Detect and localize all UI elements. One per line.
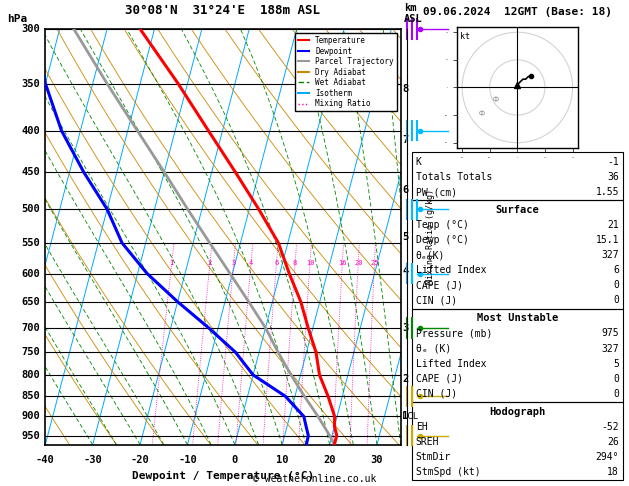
Text: 6: 6 [403,185,409,195]
Text: 0: 0 [613,295,619,305]
Text: 950: 950 [21,431,40,440]
Text: 3: 3 [403,323,409,333]
Text: 8: 8 [293,260,298,266]
Text: 750: 750 [21,347,40,357]
Text: 16: 16 [338,260,347,266]
Text: -10: -10 [178,455,197,465]
Text: 2: 2 [208,260,212,266]
Text: Hodograph: Hodograph [489,407,545,417]
Text: PW (cm): PW (cm) [416,187,457,197]
Text: SREH: SREH [416,437,439,447]
Text: Most Unstable: Most Unstable [477,313,558,323]
Text: 26: 26 [607,437,619,447]
Text: 550: 550 [21,238,40,248]
Text: 1: 1 [403,412,409,421]
Text: 6: 6 [274,260,279,266]
Text: 350: 350 [21,79,40,88]
Text: 21: 21 [607,220,619,230]
Text: 5: 5 [613,359,619,368]
Legend: Temperature, Dewpoint, Parcel Trajectory, Dry Adiabat, Wet Adiabat, Isotherm, Mi: Temperature, Dewpoint, Parcel Trajectory… [294,33,397,111]
Text: 850: 850 [21,391,40,401]
Text: 36: 36 [607,172,619,182]
Text: © weatheronline.co.uk: © weatheronline.co.uk [253,473,376,484]
Text: Lifted Index: Lifted Index [416,265,486,275]
Text: 1: 1 [170,260,174,266]
Text: 0: 0 [231,455,238,465]
Text: EH: EH [416,422,428,432]
Text: 500: 500 [21,204,40,214]
Text: -52: -52 [601,422,619,432]
Text: 300: 300 [21,24,40,34]
Text: CIN (J): CIN (J) [416,389,457,399]
Text: ф: ф [479,110,484,116]
Text: 400: 400 [21,125,40,136]
Text: 450: 450 [21,167,40,177]
Text: Surface: Surface [496,205,539,215]
Text: 327: 327 [601,344,619,353]
Text: -30: -30 [83,455,102,465]
Text: 5: 5 [403,232,409,242]
Text: -40: -40 [36,455,55,465]
Text: 600: 600 [21,269,40,278]
Text: Dewp (°C): Dewp (°C) [416,235,469,245]
Text: km
ASL: km ASL [404,3,423,24]
Text: StmSpd (kt): StmSpd (kt) [416,467,481,477]
Text: 1.55: 1.55 [596,187,619,197]
Text: 6: 6 [613,265,619,275]
Text: 10: 10 [276,455,289,465]
Text: 0: 0 [613,389,619,399]
Text: K: K [416,157,421,167]
Text: 294°: 294° [596,452,619,462]
Text: 700: 700 [21,323,40,333]
Text: CAPE (J): CAPE (J) [416,280,463,290]
Text: Pressure (mb): Pressure (mb) [416,329,492,338]
Text: 0: 0 [613,280,619,290]
Text: -20: -20 [131,455,150,465]
Text: 18: 18 [607,467,619,477]
Text: 7: 7 [403,135,409,145]
Text: 25: 25 [370,260,379,266]
Text: Temp (°C): Temp (°C) [416,220,469,230]
Text: 10: 10 [306,260,314,266]
Text: 3: 3 [231,260,236,266]
Text: Totals Totals: Totals Totals [416,172,492,182]
Text: 09.06.2024  12GMT (Base: 18): 09.06.2024 12GMT (Base: 18) [423,7,612,17]
Text: 0: 0 [613,374,619,383]
Text: CAPE (J): CAPE (J) [416,374,463,383]
Text: StmDir: StmDir [416,452,451,462]
Text: Mixing Ratio (g/kg): Mixing Ratio (g/kg) [426,190,435,284]
Text: θₑ(K): θₑ(K) [416,250,445,260]
Text: 4: 4 [249,260,253,266]
Text: Dewpoint / Temperature (°C): Dewpoint / Temperature (°C) [132,471,314,482]
Text: ф: ф [493,96,498,102]
Text: 20: 20 [323,455,336,465]
Text: 8: 8 [403,85,409,94]
Text: 30°08'N  31°24'E  188m ASL: 30°08'N 31°24'E 188m ASL [125,4,321,17]
Text: 975: 975 [601,329,619,338]
Text: 327: 327 [601,250,619,260]
Text: CIN (J): CIN (J) [416,295,457,305]
Text: 30: 30 [370,455,383,465]
Text: 15.1: 15.1 [596,235,619,245]
Text: kt: kt [460,32,470,41]
Text: 800: 800 [21,370,40,380]
Text: 20: 20 [354,260,362,266]
Text: hPa: hPa [8,14,28,24]
Text: θₑ (K): θₑ (K) [416,344,451,353]
Text: 2: 2 [403,374,409,384]
Text: 900: 900 [21,412,40,421]
Text: LCL: LCL [403,412,418,421]
Text: -1: -1 [607,157,619,167]
Text: 4: 4 [403,266,409,276]
Text: 650: 650 [21,297,40,307]
Text: Lifted Index: Lifted Index [416,359,486,368]
